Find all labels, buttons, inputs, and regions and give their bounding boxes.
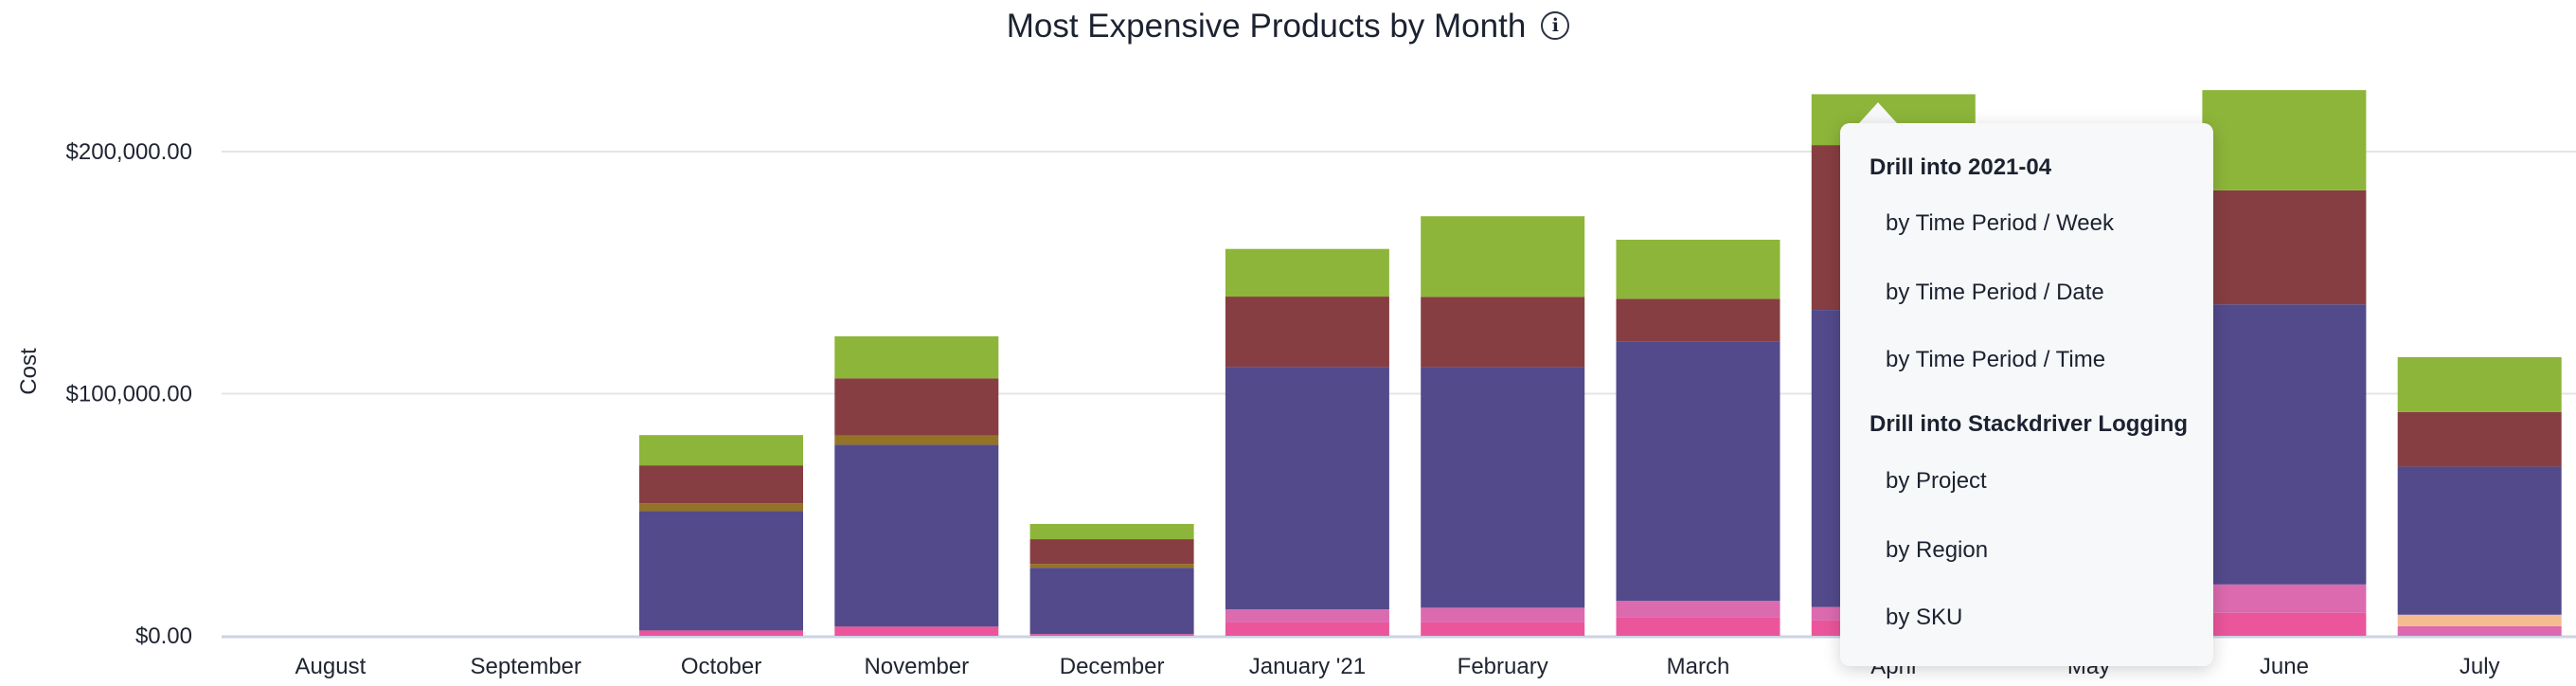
x-tick-label: November	[864, 654, 969, 679]
info-icon[interactable]: i	[1541, 10, 1570, 40]
bar-segment[interactable]	[1421, 297, 1585, 368]
bar-segment[interactable]	[1029, 568, 1194, 635]
y-tick-label: $0.00	[135, 623, 192, 649]
drill-item-project[interactable]: by Project	[1886, 468, 1987, 494]
drill-item-sku[interactable]: by SKU	[1886, 605, 1963, 630]
bar-segment[interactable]	[2202, 304, 2367, 585]
bar-segment[interactable]	[1616, 240, 1780, 299]
chart-title: Most Expensive Products by Month i	[0, 8, 2576, 45]
bar-segment[interactable]	[2202, 190, 2367, 305]
bar-segment[interactable]	[834, 335, 999, 379]
x-tick-label: March	[1667, 654, 1730, 679]
bar-segment[interactable]	[639, 511, 803, 631]
y-axis-label: Cost	[16, 348, 42, 395]
drill-section-header-period: Drill into 2021-04	[1869, 154, 2052, 180]
bar-segment[interactable]	[2397, 614, 2562, 626]
bar-segment[interactable]	[834, 435, 999, 445]
bar-segment[interactable]	[639, 503, 803, 512]
x-tick-label: June	[2260, 654, 2309, 679]
drill-menu-popup: Drill into 2021-04 by Time Period / Week…	[1840, 123, 2213, 666]
bar-segment[interactable]	[1616, 298, 1780, 342]
drill-item-time[interactable]: by Time Period / Time	[1886, 347, 2106, 372]
bar-segment[interactable]	[1225, 609, 1389, 623]
popup-arrow	[1859, 102, 1897, 123]
bar-segment[interactable]	[1616, 601, 1780, 618]
bar-segment[interactable]	[639, 630, 803, 636]
bar-segment[interactable]	[834, 444, 999, 627]
x-tick-label: September	[470, 654, 581, 679]
bar-segment[interactable]	[834, 626, 999, 636]
bar-segment[interactable]	[1421, 367, 1585, 608]
y-tick-label: $100,000.00	[66, 382, 192, 407]
bar-segment[interactable]	[1225, 248, 1389, 298]
bar-segment[interactable]	[2202, 612, 2367, 636]
bar-segment[interactable]	[2397, 625, 2562, 636]
x-tick-label: July	[2460, 654, 2500, 679]
bar-segment[interactable]	[1225, 367, 1389, 610]
bar-segment[interactable]	[1029, 564, 1194, 569]
chart-title-text: Most Expensive Products by Month	[1006, 8, 1527, 45]
drill-item-week[interactable]: by Time Period / Week	[1886, 210, 2114, 236]
drill-section-header-logging: Drill into Stackdriver Logging	[1869, 411, 2189, 437]
bar-segment[interactable]	[1421, 216, 1585, 298]
bar-segment[interactable]	[639, 465, 803, 504]
bar-segment[interactable]	[1616, 341, 1780, 602]
drill-item-region[interactable]: by Region	[1886, 537, 1989, 563]
bar-segment[interactable]	[2397, 356, 2562, 412]
bar-segment[interactable]	[2397, 411, 2562, 467]
bar-segment[interactable]	[1421, 607, 1585, 623]
bar-segment[interactable]	[1225, 622, 1389, 636]
bar-segment[interactable]	[834, 378, 999, 436]
x-tick-label: August	[295, 654, 367, 679]
x-tick-label: February	[1458, 654, 1548, 679]
bar-segment[interactable]	[1225, 297, 1389, 368]
bar-segment[interactable]	[1029, 634, 1194, 636]
bar-segment[interactable]	[2202, 90, 2367, 190]
bar-segment[interactable]	[2202, 584, 2367, 613]
bar-segment[interactable]	[2397, 466, 2562, 615]
x-tick-label: December	[1060, 654, 1165, 679]
bar-segment[interactable]	[1421, 622, 1585, 636]
bar-segment[interactable]	[639, 435, 803, 466]
x-tick-label: January '21	[1249, 654, 1366, 679]
drill-item-date[interactable]: by Time Period / Date	[1886, 280, 2104, 305]
y-tick-label: $200,000.00	[66, 139, 192, 165]
bar-segment[interactable]	[1029, 539, 1194, 565]
bar-segment[interactable]	[1616, 617, 1780, 636]
bar-segment[interactable]	[1029, 523, 1194, 540]
x-tick-label: October	[681, 654, 761, 679]
